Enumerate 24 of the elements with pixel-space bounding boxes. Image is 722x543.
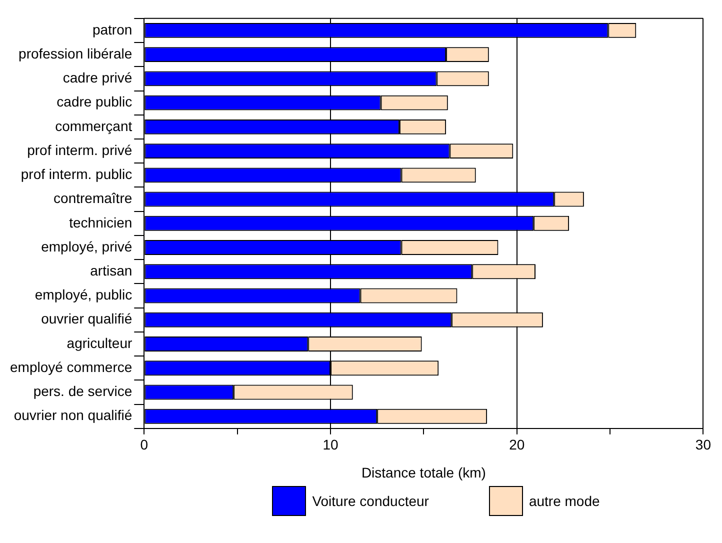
y-tick-label: cadre public [56, 94, 132, 110]
x-tick-label: 20 [509, 436, 525, 453]
y-tick-label: artisan [90, 262, 132, 278]
y-tick-label: commerçant [55, 118, 132, 134]
y-tick-label: employé, public [34, 286, 132, 303]
y-tick-label: patron [92, 21, 132, 38]
y-tick-label: cadre privé [62, 70, 132, 86]
y-tick-label: employé, privé [41, 238, 132, 254]
y-tick-label: ouvrier non qualifié [14, 407, 132, 424]
x-axis-title: Distance totale (km) [361, 464, 486, 480]
x-tick-label: 30 [695, 436, 712, 453]
y-tick-label: prof interm. privé [27, 142, 132, 158]
y-tick-label: technicien [69, 214, 132, 230]
y-tick-label: agriculteur [66, 334, 132, 351]
y-tick-label: contremaître [54, 190, 132, 206]
x-tick-label: 0 [140, 436, 148, 453]
legend-label: Voiture conducteur [312, 493, 429, 509]
y-tick-label: pers. de service [33, 383, 132, 400]
y-tick-label: profession libérale [18, 45, 132, 62]
legend-label: autre mode [528, 493, 600, 509]
y-tick-label: employé commerce [10, 358, 132, 375]
x-tick-label: 10 [322, 436, 339, 453]
y-tick-label: ouvrier qualifié [41, 310, 132, 327]
y-tick-label: prof interm. public [20, 166, 132, 182]
